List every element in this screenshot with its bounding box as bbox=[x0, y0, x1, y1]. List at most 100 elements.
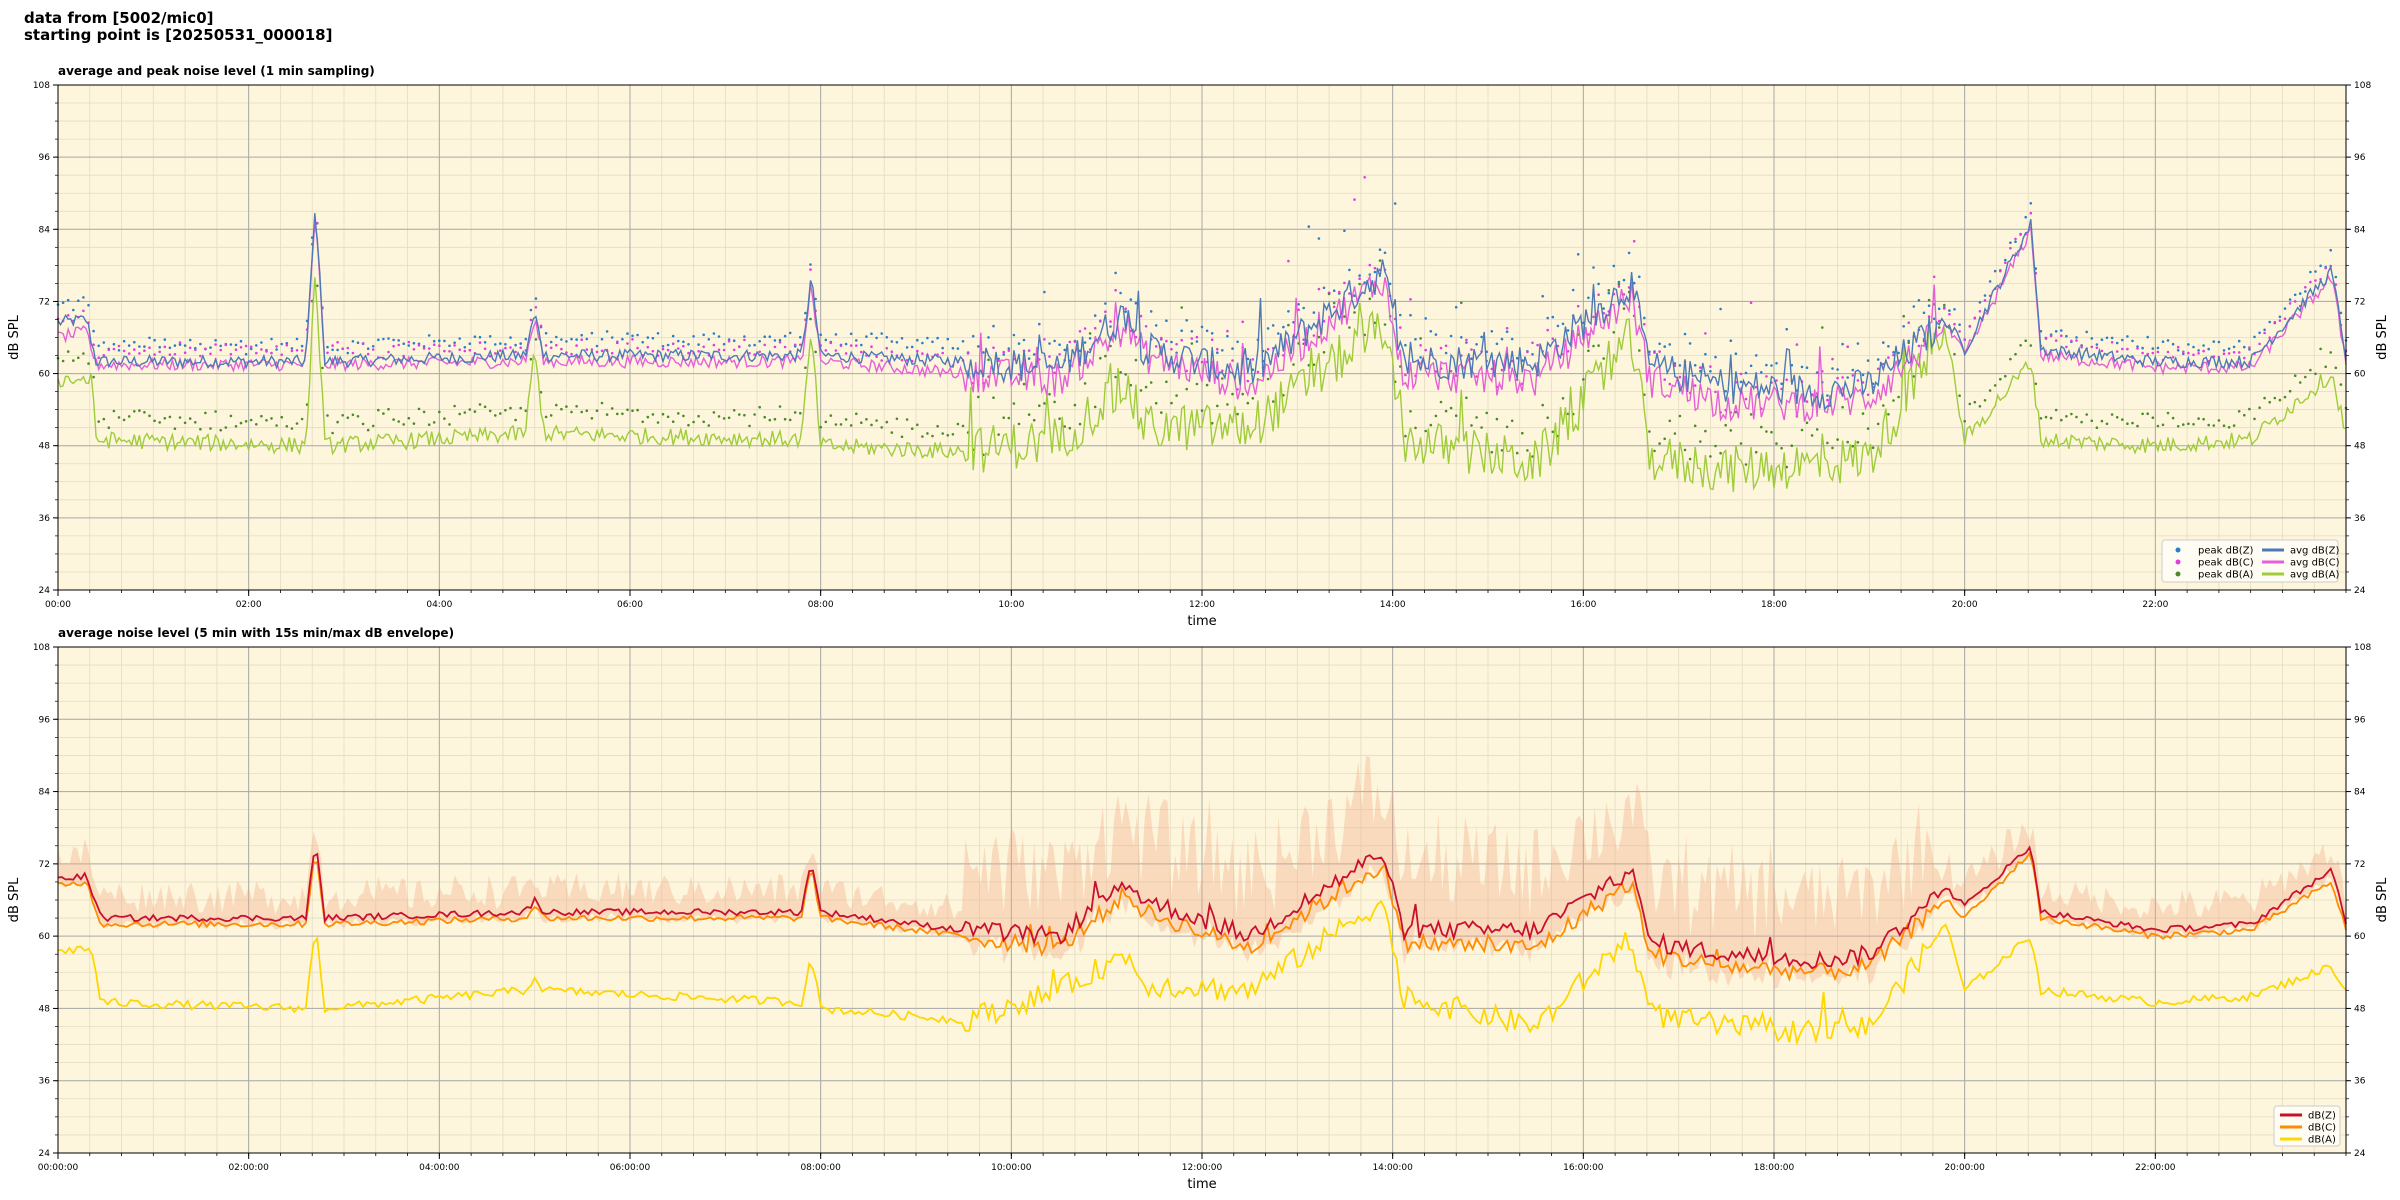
peak-point bbox=[849, 424, 853, 427]
peak-point bbox=[570, 352, 573, 356]
peak-point bbox=[1124, 307, 1127, 311]
y-tick-label-right: 24 bbox=[2354, 586, 2366, 596]
peak-point bbox=[1109, 344, 1112, 348]
peak-point bbox=[1866, 427, 1870, 430]
peak-point bbox=[941, 346, 944, 350]
peak-point bbox=[1587, 349, 1590, 353]
peak-point bbox=[616, 412, 619, 416]
peak-point bbox=[1048, 355, 1051, 358]
peak-point bbox=[773, 417, 777, 421]
peak-point bbox=[1561, 397, 1565, 400]
peak-point bbox=[1277, 332, 1280, 335]
peak-point bbox=[1424, 317, 1427, 320]
peak-point bbox=[1953, 352, 1956, 356]
peak-point bbox=[1566, 350, 1570, 353]
peak-point bbox=[1226, 334, 1229, 338]
peak-point bbox=[280, 353, 284, 357]
y-tick-label: 24 bbox=[39, 1149, 51, 1159]
peak-point bbox=[244, 420, 248, 423]
peak-point bbox=[392, 338, 395, 342]
peak-point bbox=[2156, 350, 2160, 354]
peak-point bbox=[2034, 382, 2038, 386]
peak-point bbox=[1943, 307, 1946, 310]
peak-point bbox=[560, 407, 563, 411]
peak-point bbox=[351, 351, 355, 355]
series-line-db-c- bbox=[57, 851, 2347, 982]
peak-point bbox=[2278, 398, 2282, 402]
y-tick-label: 36 bbox=[39, 514, 51, 524]
peak-point bbox=[209, 352, 212, 356]
peak-point bbox=[148, 414, 151, 418]
peak-point bbox=[560, 338, 563, 341]
peak-point bbox=[849, 344, 853, 347]
peak-point bbox=[1419, 337, 1422, 340]
peak-point bbox=[341, 414, 345, 417]
peak-point bbox=[2121, 347, 2124, 351]
peak-point bbox=[295, 337, 299, 341]
peak-point bbox=[2110, 413, 2114, 416]
peak-point bbox=[2283, 317, 2287, 321]
peak-point bbox=[555, 335, 558, 339]
peak-point bbox=[316, 284, 319, 288]
peak-point bbox=[1032, 353, 1036, 356]
peak-point bbox=[2273, 396, 2277, 400]
x-tick-label: 14:00:00 bbox=[1372, 1163, 1413, 1173]
peak-point bbox=[112, 342, 116, 346]
peak-point bbox=[1195, 340, 1199, 343]
peak-point bbox=[1963, 419, 1966, 423]
peak-point bbox=[951, 433, 955, 436]
peak-point bbox=[1688, 457, 1692, 461]
peak-point bbox=[1053, 400, 1056, 404]
peak-point bbox=[1770, 430, 1773, 434]
peak-point bbox=[112, 409, 116, 413]
peak-point bbox=[1663, 437, 1666, 441]
peak-point bbox=[1480, 426, 1483, 429]
peak-point bbox=[870, 345, 873, 349]
peak-point bbox=[412, 422, 416, 425]
x-tick-label: 04:00 bbox=[426, 600, 452, 610]
peak-point bbox=[1856, 379, 1860, 382]
peak-point bbox=[1109, 325, 1112, 328]
peak-point bbox=[1978, 310, 1982, 313]
peak-point bbox=[1226, 403, 1229, 406]
peak-point bbox=[2146, 412, 2149, 416]
peak-point bbox=[300, 417, 304, 421]
peak-point bbox=[331, 348, 334, 352]
peak-point bbox=[463, 411, 467, 414]
peak-point bbox=[595, 409, 599, 413]
peak-point bbox=[443, 349, 446, 353]
peak-point bbox=[1027, 349, 1031, 352]
x-tick-label: 00:00:00 bbox=[38, 1163, 79, 1173]
peak-point bbox=[2039, 417, 2043, 420]
peak-point bbox=[1953, 322, 1956, 326]
peak-point bbox=[519, 406, 522, 410]
peak-point bbox=[910, 427, 914, 431]
peak-point bbox=[275, 345, 278, 348]
peak-point bbox=[682, 414, 685, 418]
peak-point bbox=[1851, 368, 1855, 372]
peak-point bbox=[2248, 407, 2251, 411]
peak-point bbox=[671, 334, 675, 338]
peak-point bbox=[1154, 345, 1158, 348]
peak-point bbox=[1251, 358, 1255, 361]
peak-point bbox=[1302, 338, 1305, 342]
y-tick-label-right: 72 bbox=[2354, 860, 2365, 870]
peak-point bbox=[509, 336, 512, 339]
legend-label: avg dB(A) bbox=[2290, 570, 2340, 581]
peak-point bbox=[270, 417, 273, 420]
peak-point bbox=[1292, 321, 1295, 324]
y-tick-label: 48 bbox=[39, 442, 51, 452]
peak-point bbox=[2273, 320, 2277, 324]
peak-point bbox=[702, 345, 705, 349]
peak-point bbox=[768, 418, 772, 422]
peak-point bbox=[590, 417, 594, 420]
peak-point bbox=[1510, 419, 1514, 423]
y-tick-label: 24 bbox=[39, 586, 51, 596]
peak-point bbox=[1988, 389, 1992, 392]
peak-point bbox=[97, 420, 100, 423]
peak-point bbox=[560, 347, 563, 351]
peak-point bbox=[1043, 338, 1046, 341]
peak-point bbox=[2105, 422, 2109, 426]
peak-point bbox=[72, 308, 75, 312]
peak-point bbox=[555, 343, 558, 347]
